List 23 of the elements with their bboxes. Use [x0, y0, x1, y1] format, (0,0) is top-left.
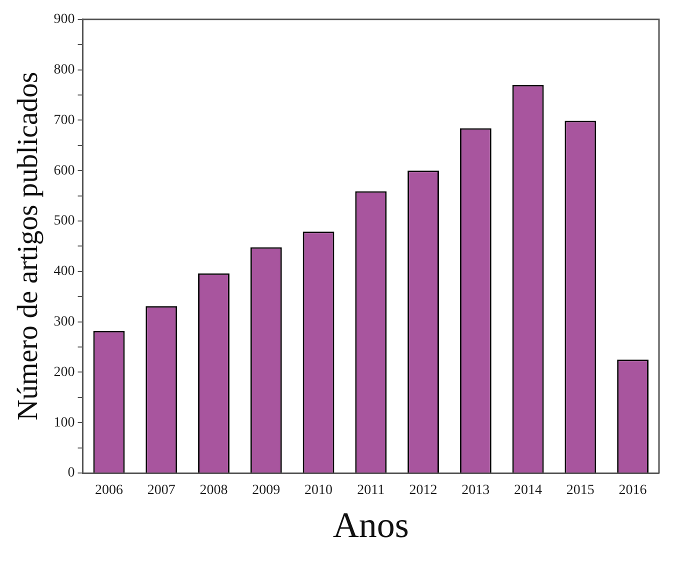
x-tick-label: 2014 [514, 483, 542, 498]
y-tick-label: 400 [54, 264, 75, 280]
x-tick-label: 2016 [618, 483, 647, 498]
y-tick-label: 500 [54, 214, 75, 229]
y-tick-label: 800 [54, 62, 75, 78]
x-tick-label: 2008 [200, 483, 228, 498]
x-tick-label: 2007 [147, 483, 176, 498]
x-tick-label: 2010 [304, 483, 333, 498]
y-tick-label: 600 [54, 163, 75, 178]
x-tick-label: 2015 [566, 483, 594, 498]
y-tick-label: 0 [68, 466, 75, 481]
x-tick-label: 2006 [94, 483, 123, 498]
x-tick-label: 2012 [409, 483, 438, 498]
y-tick-label: 700 [54, 112, 75, 128]
x-tick-label: 2011 [357, 483, 385, 498]
y-tick-label: 200 [54, 364, 75, 380]
x-tick-label: 2009 [252, 483, 280, 498]
y-tick-label: 900 [54, 12, 75, 28]
y-tick-label: 300 [54, 314, 75, 330]
x-axis-title: Anos [332, 504, 409, 545]
y-axis-title: Número de artigos publicados [12, 72, 44, 421]
y-tick-label: 100 [54, 415, 75, 430]
x-tick-label: 2013 [462, 483, 490, 498]
